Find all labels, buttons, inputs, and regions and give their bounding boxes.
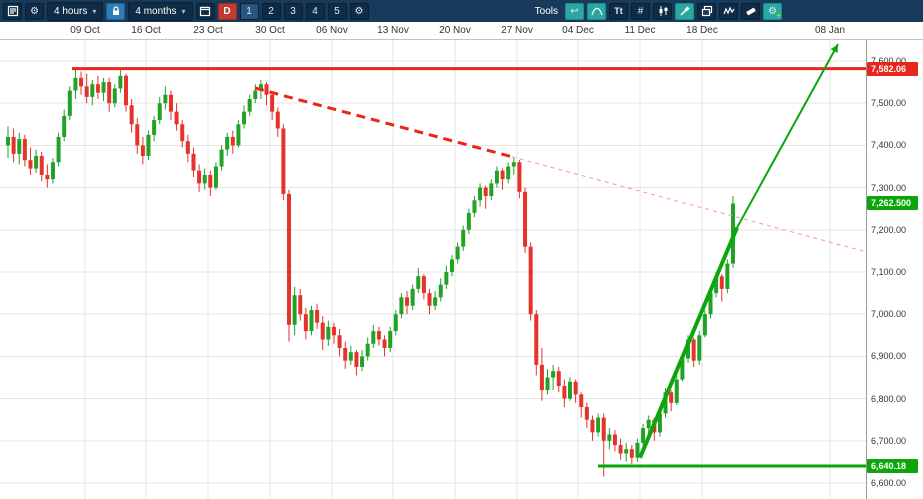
eyedropper-tool-button[interactable] (675, 2, 694, 20)
chevron-down-icon: ▾ (181, 6, 186, 16)
lock-button[interactable] (106, 2, 126, 20)
range-dropdown[interactable]: 4 months ▾ (128, 1, 193, 21)
price-tick-label: 6,600.00 (871, 478, 907, 488)
date-tick-label: 13 Nov (377, 25, 409, 36)
date-tick-label: 04 Dec (562, 25, 594, 36)
price-tick-label: 7,500.00 (871, 98, 907, 109)
interval-label: 4 hours (54, 5, 88, 17)
price-tick-label: 6,700.00 (871, 435, 907, 446)
text-icon: Tt (614, 6, 623, 16)
gridlines (0, 40, 866, 499)
pattern-icon (657, 5, 669, 17)
gear-icon: ⚙ (354, 5, 364, 17)
date-axis[interactable]: 09 Oct 16 Oct 23 Oct 30 Oct 06 Nov 13 Nov 20 N… (0, 22, 923, 40)
undo-tool-button[interactable]: ↩ (565, 2, 584, 20)
date-tick-label: 08 Jan (814, 25, 846, 36)
curve-icon (590, 5, 603, 17)
calendar-button[interactable] (195, 2, 215, 20)
period-button-2[interactable]: 2 (261, 2, 281, 20)
candlestick-chart[interactable] (0, 22, 866, 499)
support-price-label: 6,640.18 (867, 459, 918, 474)
calendar-icon (199, 5, 211, 17)
grid-icon: # (637, 5, 644, 17)
ascending-trendline-extension[interactable] (736, 43, 839, 229)
text-tool-button[interactable]: Tt (609, 2, 628, 20)
toolbar-left-group: ⚙ 4 hours ▾ 4 months ▾ D 1 2 3 4 5 ⚙ (3, 1, 369, 21)
wave-tool-button[interactable] (719, 2, 738, 20)
date-tick-label: 23 Oct (193, 25, 223, 36)
date-tick-label: 09 Oct (70, 25, 100, 36)
interval-dropdown[interactable]: 4 hours ▾ (47, 1, 104, 21)
price-tick-label: 7,400.00 (871, 140, 907, 151)
price-tick-label: 7,200.00 (871, 224, 907, 235)
chart-settings-button[interactable]: ⚙ (349, 2, 369, 20)
period-button-3[interactable]: 3 (283, 2, 303, 20)
price-tick-label: 7,100.00 (871, 267, 907, 277)
chart-toolbar: ⚙ 4 hours ▾ 4 months ▾ D 1 2 3 4 5 ⚙ Tools ↩ Tt # ⚙ + (0, 0, 923, 22)
indicator-settings-button[interactable]: ⚙ (25, 2, 44, 20)
date-tick-label: 20 Nov (439, 25, 471, 36)
chart-plot-area[interactable]: 09 Oct 16 Oct 23 Oct 30 Oct 06 Nov 13 Nov 20 N… (0, 22, 923, 499)
tools-label: Tools (534, 5, 558, 17)
eraser-tool-button[interactable] (741, 2, 760, 20)
chart-panel-button[interactable] (3, 2, 22, 20)
price-tick-label: 7,300.00 (871, 182, 907, 193)
ascending-trendline[interactable] (638, 226, 739, 459)
grid-tool-button[interactable]: # (631, 2, 650, 20)
price-tick-label: 6,900.00 (871, 351, 907, 362)
trend-lines (72, 43, 866, 468)
eraser-icon (745, 5, 757, 17)
period-button-1[interactable]: 1 (239, 2, 259, 20)
toolbar-tools-group: Tools ↩ Tt # ⚙ + (529, 2, 782, 20)
resistance-price-label: 7,582.06 (867, 61, 918, 76)
wave-icon (722, 5, 735, 17)
price-tick-label: 7,000.00 (871, 309, 907, 320)
descending-trendline-extension[interactable] (511, 156, 866, 253)
candlestick-series (6, 68, 735, 477)
dropper-icon (679, 5, 691, 17)
descending-trendline[interactable] (254, 86, 513, 159)
undo-icon: ↩ (570, 5, 579, 17)
trendline-arrowhead (830, 44, 838, 54)
range-label: 4 months (135, 5, 177, 17)
windows-tool-button[interactable] (697, 2, 716, 20)
period-button-5[interactable]: 5 (327, 2, 347, 20)
date-tick-label: 27 Nov (501, 25, 533, 36)
date-tick-label: 18 Dec (686, 25, 718, 36)
period-button-4[interactable]: 4 (305, 2, 325, 20)
price-tick-label: 6,800.00 (871, 393, 907, 404)
current-price-label: 7,262.500 (867, 196, 918, 211)
date-tick-label: 11 Dec (624, 25, 656, 36)
date-tick-label: 16 Oct (131, 25, 161, 36)
curve-draw-tool-button[interactable] (587, 2, 606, 20)
gear-plus-icon: ⚙ + (768, 5, 781, 20)
chevron-down-icon: ▾ (92, 6, 97, 16)
drawing-settings-button[interactable]: ⚙ + (763, 2, 782, 20)
price-tick-label: 7,600.00 (871, 56, 906, 66)
price-axis[interactable]: 7,600.00 7,500.00 7,400.00 7,300.00 7,200.00… (866, 22, 923, 499)
windows-icon (701, 5, 713, 17)
date-tick-label: 30 Oct (255, 25, 285, 36)
panel-icon (7, 5, 19, 17)
tool-buttons: ↩ Tt # ⚙ + (565, 2, 782, 20)
lock-icon (110, 5, 122, 17)
candle-pattern-tool-button[interactable] (653, 2, 672, 20)
gear-icon: ⚙ (30, 5, 39, 17)
date-tick-label: 06 Nov (316, 25, 348, 36)
period-button-D[interactable]: D (217, 2, 237, 20)
